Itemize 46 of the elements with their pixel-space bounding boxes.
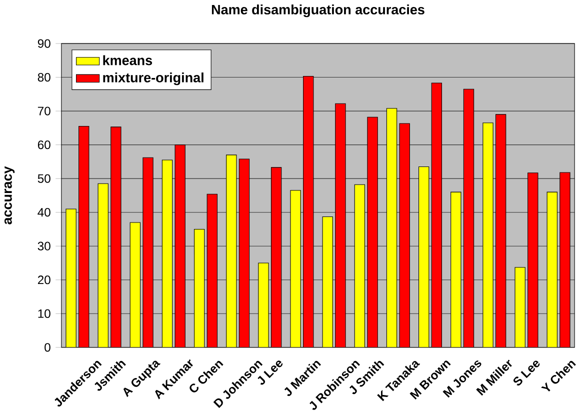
y-tick-label: 40 [38,208,50,217]
bar [367,117,378,348]
bar [290,190,301,348]
x-tick-label: S Lee [513,360,540,386]
bar [354,184,366,348]
bar [194,229,205,348]
bar [431,82,442,348]
bar [495,114,506,348]
bar [110,126,122,348]
y-tick-label: 80 [38,73,50,82]
bar [258,262,269,348]
bar [206,194,218,348]
bar [78,126,90,348]
bar [399,124,410,348]
chart-title: Name disambiguation accuracies [212,4,424,18]
y-axis-title: accuracy [4,166,15,225]
y-tick-label: 10 [38,310,50,318]
legend-label: kmeans [103,56,152,66]
bar [130,222,141,348]
bar [66,208,76,348]
bar [386,108,398,348]
y-tick-label: 30 [38,242,50,251]
bar [226,154,237,348]
bar [546,192,558,348]
bar [560,172,570,348]
bar [463,89,474,348]
bar [528,172,538,348]
y-tick-label: 90 [38,39,50,48]
y-tick-label: 20 [38,276,50,284]
y-tick-label: 70 [38,106,50,116]
legend-label: mixture-original [103,72,204,86]
bar [418,166,430,348]
bar [238,158,250,348]
bar [174,144,186,348]
y-tick-label: 50 [38,174,50,184]
bar [270,167,282,348]
y-tick-label: 60 [38,140,50,150]
bar [303,76,314,348]
bar [514,267,526,348]
bar [322,216,333,348]
bar [482,122,494,348]
y-tick-label: 0 [44,343,50,352]
bar [335,104,346,348]
bar [450,192,462,348]
bar [98,184,108,348]
bar [162,160,173,348]
